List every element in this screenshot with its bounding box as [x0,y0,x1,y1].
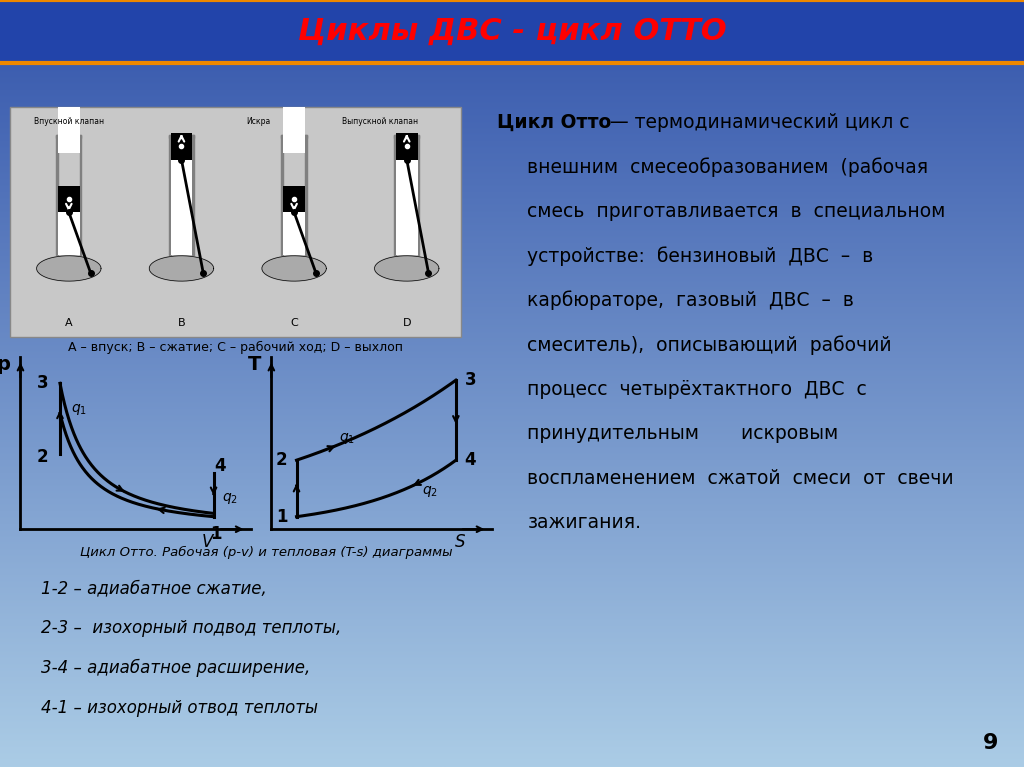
Bar [282,135,307,138]
Bar [58,186,80,212]
Text: T: T [248,355,261,374]
Text: 2: 2 [37,448,48,466]
Text: 4-1 – изохорный отвод теплоты: 4-1 – изохорный отвод теплоты [41,699,318,716]
Bar [394,135,420,138]
Text: смесь  приготавливается  в  специальном: смесь приготавливается в специальном [527,202,946,221]
Text: $q_1$: $q_1$ [71,403,87,417]
Bar [418,135,420,255]
Bar [284,94,305,153]
Text: 3: 3 [37,374,48,393]
Text: Выпускной клапан: Выпускной клапан [342,117,418,126]
Bar [396,133,418,160]
Text: устройстве:  бензиновый  ДВС  –  в: устройстве: бензиновый ДВС – в [527,246,873,266]
Text: внешним  смесеобразованием  (рабочая: внешним смесеобразованием (рабочая [527,157,929,177]
Bar [171,133,193,160]
Bar [282,135,284,255]
Bar [396,160,418,255]
Text: зажигания.: зажигания. [527,513,641,532]
Text: 2-3 –  изохорный подвод теплоты,: 2-3 – изохорный подвод теплоты, [41,619,341,637]
Text: 4: 4 [214,457,226,476]
Text: принудительным       искровым: принудительным искровым [527,424,839,443]
Text: 3-4 – адиабатное расширение,: 3-4 – адиабатное расширение, [41,659,310,677]
Bar [305,135,307,255]
Text: — термодинамический цикл с: — термодинамический цикл с [604,113,909,132]
Bar [171,146,193,153]
Polygon shape [37,256,101,281]
Bar [0,0,1024,63]
Text: 9: 9 [983,733,998,753]
Text: А – впуск; В – сжатие; С – рабочий ход; D – выхлоп: А – впуск; В – сжатие; С – рабочий ход; … [68,341,403,354]
Text: 1: 1 [210,525,221,542]
Bar [169,135,195,138]
Text: Впускной клапан: Впускной клапан [34,117,103,126]
Bar [58,94,80,153]
Text: $q_1$: $q_1$ [339,431,355,446]
Bar [56,135,58,255]
Bar [284,186,305,212]
Text: B: B [177,318,185,328]
Text: 4: 4 [465,451,476,469]
Text: S: S [455,533,465,551]
Bar [171,160,193,255]
Text: Цикл Отто: Цикл Отто [497,113,611,132]
Polygon shape [150,256,214,281]
Bar [396,146,418,153]
Text: Циклы ДВС - цикл ОТТО: Циклы ДВС - цикл ОТТО [298,17,726,46]
Text: A: A [65,318,73,328]
Text: p: p [0,355,10,374]
Polygon shape [262,256,327,281]
Text: 1: 1 [276,508,288,525]
Text: $q_2$: $q_2$ [222,491,239,506]
Bar [394,135,396,255]
Bar [284,212,305,255]
Text: процесс  четырёхтактного  ДВС  с: процесс четырёхтактного ДВС с [527,380,867,399]
Text: Искра: Искра [246,117,270,126]
Bar [80,135,82,255]
Text: смеситель),  описывающий  рабочий: смеситель), описывающий рабочий [527,335,892,355]
Text: V: V [202,533,213,551]
Text: D: D [402,318,411,328]
Polygon shape [375,256,439,281]
Bar [169,135,171,255]
Bar [10,107,461,337]
Text: 2: 2 [276,451,288,469]
Bar [193,135,195,255]
Bar [56,135,82,138]
Text: воспламенением  сжатой  смеси  от  свечи: воспламенением сжатой смеси от свечи [527,469,954,488]
Text: $q_2$: $q_2$ [422,484,438,499]
Text: 3: 3 [465,371,476,389]
Text: C: C [290,318,298,328]
Text: 1-2 – адиабатное сжатие,: 1-2 – адиабатное сжатие, [41,579,266,597]
Text: карбюраторе,  газовый  ДВС  –  в: карбюраторе, газовый ДВС – в [527,291,854,311]
Text: Цикл Отто. Рабочая (p-v) и тепловая (T-s) диаграммы: Цикл Отто. Рабочая (p-v) и тепловая (T-s… [80,546,453,559]
Bar [58,212,80,255]
